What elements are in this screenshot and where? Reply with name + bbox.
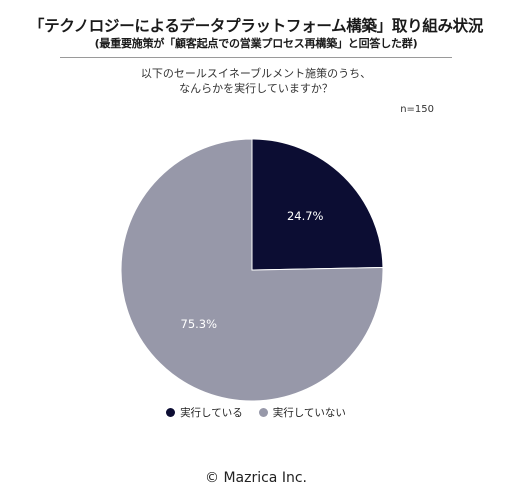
divider <box>60 57 452 58</box>
legend-label-implemented: 実行している <box>180 407 243 419</box>
pie-label-not-implemented: 75.3% <box>181 317 218 331</box>
sample-size-label: n=150 <box>400 104 434 115</box>
pie-slice-implemented <box>251 138 384 271</box>
chart-title: 「テクノロジーによるデータプラットフォーム構築」取り組み状況 <box>28 17 484 35</box>
chart-legend: 実行している 実行していない <box>0 405 512 420</box>
pie-slice-not-implemented <box>120 138 384 402</box>
legend-swatch-not-implemented <box>258 408 268 417</box>
pie-label-implemented: 24.7% <box>287 209 324 223</box>
legend-item-implemented: 実行している <box>166 405 243 420</box>
copyright: © Mazrica Inc. <box>205 470 307 486</box>
chart-subtitle: (最重要施策が「顧客起点での営業プロセス再構築」と回答した群) <box>94 37 418 50</box>
legend-label-not-implemented: 実行していない <box>272 407 346 419</box>
legend-item-not-implemented: 実行していない <box>258 405 346 420</box>
question-line-1: 以下のセールスイネーブルメント施策のうち、 <box>140 67 372 80</box>
legend-swatch-implemented <box>166 408 176 417</box>
question-line-2: なんらかを実行していますか？ <box>179 82 333 95</box>
